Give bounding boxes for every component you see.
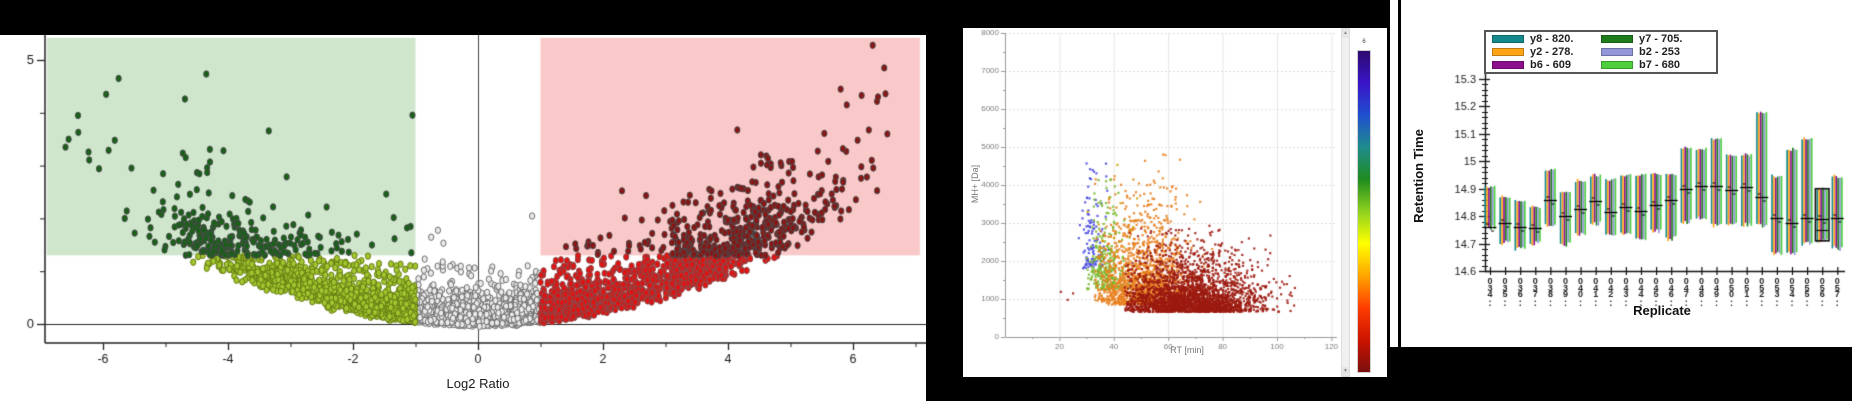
- legend: y8 - 820. y2 - 278. b6 - 609 y7 - 705. b…: [1484, 30, 1718, 74]
- legend-label: b7 - 680: [1639, 58, 1680, 71]
- legend-item: b6 - 609: [1492, 59, 1601, 71]
- legend-label: y7 - 705.: [1639, 33, 1683, 46]
- retention-time-panel: y8 - 820. y2 - 278. b6 - 609 y7 - 705. b…: [1390, 0, 1852, 347]
- legend-swatch-y8: [1492, 35, 1524, 44]
- legend-item: y8 - 820.: [1492, 33, 1601, 45]
- legend-label: b6 - 609: [1530, 58, 1571, 71]
- rt-y-axis-title: Retention Time: [1411, 129, 1426, 223]
- legend-item: b7 - 680: [1601, 59, 1710, 71]
- rt-x-axis-title: Replicate: [1633, 303, 1691, 318]
- colorbar: [1357, 50, 1371, 373]
- legend-item: b2 - 253: [1601, 46, 1710, 58]
- colorbar-top-label: 6: [1362, 39, 1366, 45]
- scrollbar-up-icon[interactable]: ▲: [1342, 29, 1349, 38]
- volcano-plot-panel: Log2 Ratio: [0, 35, 926, 401]
- legend-swatch-y7: [1601, 35, 1633, 44]
- legend-swatch-b2: [1601, 47, 1633, 56]
- scatter-y-axis-title: MH+ [Da]: [970, 164, 980, 204]
- volcano-x-axis-title: Log2 Ratio: [446, 376, 510, 391]
- vertical-scrollbar[interactable]: ▲ ▼: [1341, 28, 1350, 377]
- volcano-plot-canvas[interactable]: [0, 35, 926, 401]
- scrollbar-down-icon[interactable]: ▼: [1342, 367, 1349, 376]
- legend-item: y2 - 278.: [1492, 46, 1601, 58]
- mass-rt-scatter-canvas[interactable]: [963, 28, 1387, 377]
- mass-rt-scatter-panel: MH+ [Da] RT [min] ▲ ▼ 6: [963, 28, 1387, 377]
- scatter-x-axis-title: RT [min]: [1170, 345, 1204, 355]
- legend-label: b2 - 253: [1639, 45, 1680, 58]
- legend-label: y2 - 278.: [1530, 45, 1574, 58]
- legend-swatch-y2: [1492, 47, 1524, 56]
- legend-label: y8 - 820.: [1530, 33, 1574, 46]
- legend-item: y7 - 705.: [1601, 33, 1710, 45]
- legend-swatch-b7: [1601, 60, 1633, 69]
- legend-swatch-b6: [1492, 60, 1524, 69]
